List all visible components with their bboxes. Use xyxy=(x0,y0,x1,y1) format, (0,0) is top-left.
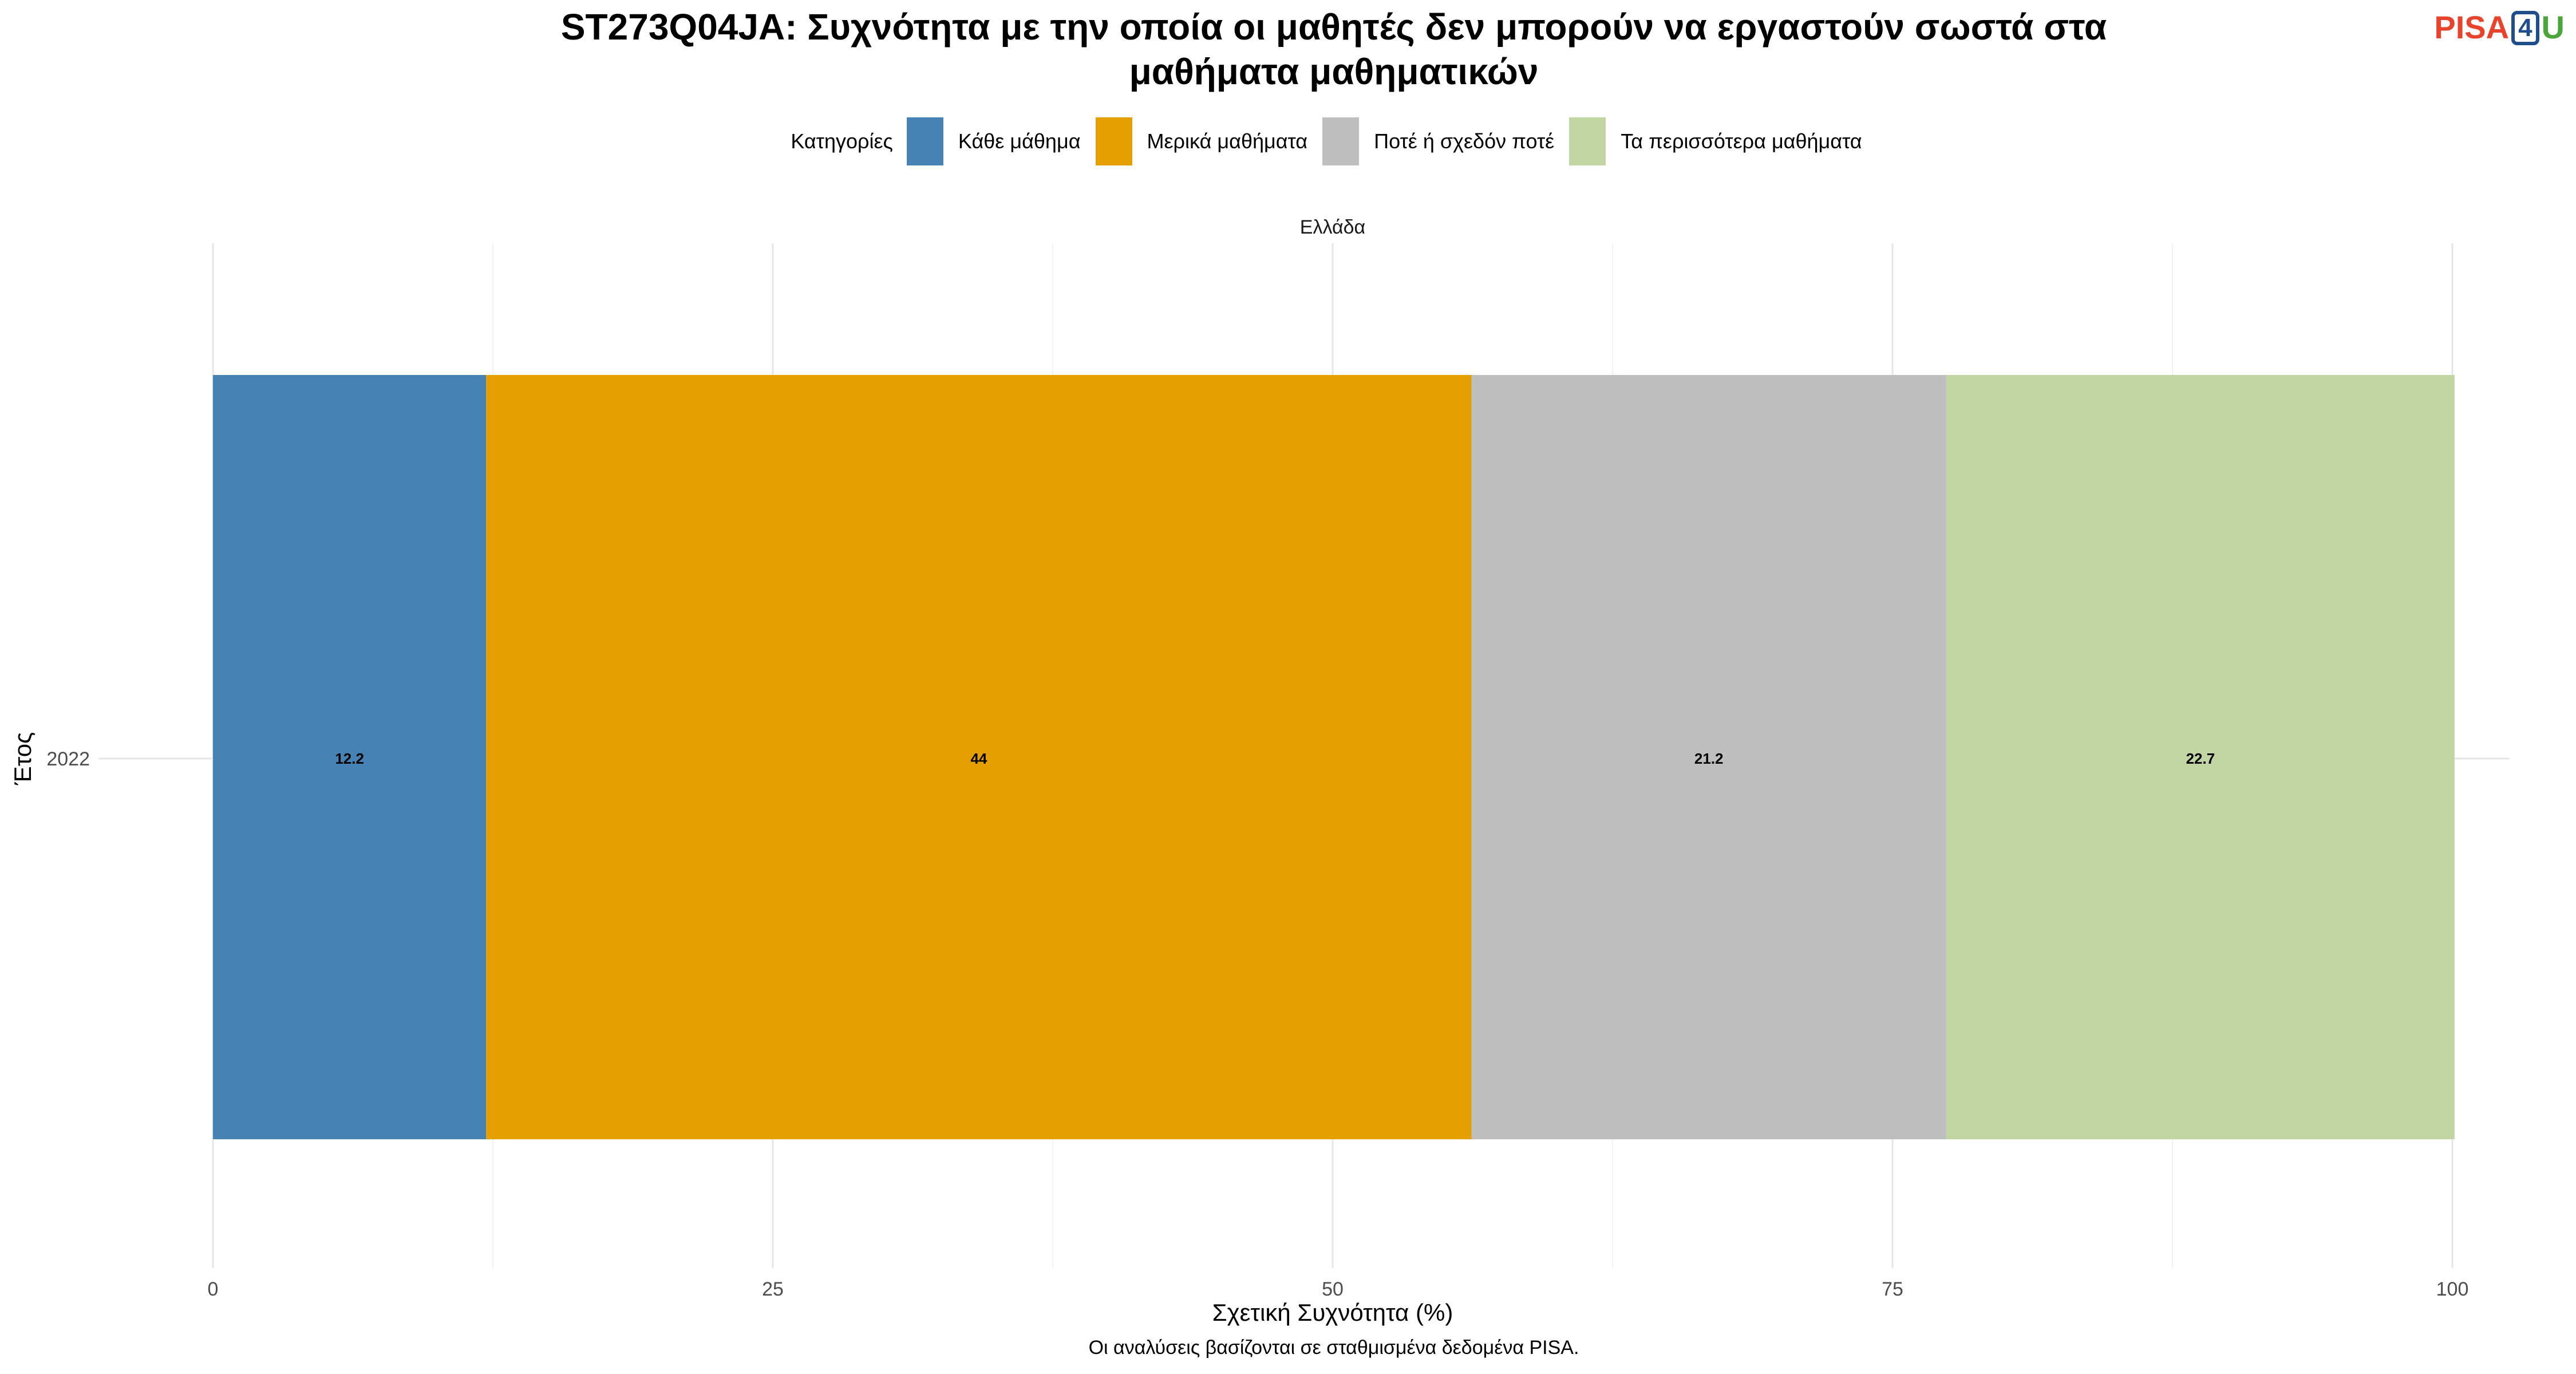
legend-item-some-lessons: Μερικά μαθήματα xyxy=(1095,117,1308,165)
bar-value-label: 44 xyxy=(970,750,987,767)
logo-four-text: 4 xyxy=(2511,11,2539,45)
logo-pisa-text: PISA xyxy=(2434,9,2510,45)
x-axis-title: Σχετική Συχνότητα (%) xyxy=(1212,1299,1453,1326)
data-labels: 12.2 44 21.2 22.7 xyxy=(335,750,2215,767)
chart-legend: Κατηγορίες Κάθε μάθημα Μερικά μαθήματα Π… xyxy=(0,117,2576,165)
x-tick-label: 25 xyxy=(762,1278,784,1300)
chart-caption: Οι αναλύσεις βασίζονται σε σταθμισμένα δ… xyxy=(1088,1337,1579,1359)
legend-swatch xyxy=(1095,117,1132,165)
legend-label: Κάθε μάθημα xyxy=(958,129,1081,153)
bar-value-label: 22.7 xyxy=(2186,750,2215,767)
bar-segments xyxy=(213,375,2455,1139)
axis-ticks: 0 25 50 75 100 2022 xyxy=(46,748,2468,1300)
x-tick-label: 75 xyxy=(1882,1278,1903,1300)
legend-label: Μερικά μαθήματα xyxy=(1147,129,1308,153)
legend-label: Τα περισσότερα μαθήματα xyxy=(1621,129,1862,153)
legend-swatch xyxy=(906,117,943,165)
legend-title: Κατηγορίες xyxy=(791,129,893,153)
x-tick-label: 50 xyxy=(1322,1278,1344,1300)
bar-value-label: 12.2 xyxy=(335,750,364,767)
logo-u-text: U xyxy=(2541,9,2565,45)
legend-swatch xyxy=(1569,117,1606,165)
x-tick-label: 100 xyxy=(2436,1278,2469,1300)
chart-title-line-2: μαθήματα μαθηματικών xyxy=(1129,51,1539,92)
x-tick-label: 0 xyxy=(208,1278,219,1300)
legend-item-every-lesson: Κάθε μάθημα xyxy=(906,117,1081,165)
legend-item-most-lessons: Τα περισσότερα μαθήματα xyxy=(1569,117,1862,165)
bar-segment-3 xyxy=(1471,375,1946,1139)
bar-value-label: 21.2 xyxy=(1694,750,1724,767)
pisa4u-logo: PISA 4 U xyxy=(2434,9,2565,46)
bar-segment-2 xyxy=(486,375,1472,1139)
y-tick-label: 2022 xyxy=(46,748,90,770)
legend-label: Ποτέ ή σχεδόν ποτέ xyxy=(1374,129,1555,153)
bar-segment-1 xyxy=(213,375,487,1139)
legend-item-never-or-hardly-ever: Ποτέ ή σχεδόν ποτέ xyxy=(1322,117,1554,165)
chart-title: ST273Q04JA: Συχνότητα με την οποία οι μα… xyxy=(0,5,2576,94)
facet-strip-label: Ελλάδα xyxy=(1300,216,1365,238)
bar-segment-4 xyxy=(1946,375,2455,1139)
legend-swatch xyxy=(1322,117,1360,165)
y-axis-title: Έτος xyxy=(9,732,36,786)
chart-title-line-1: ST273Q04JA: Συχνότητα με την οποία οι μα… xyxy=(560,6,2107,48)
